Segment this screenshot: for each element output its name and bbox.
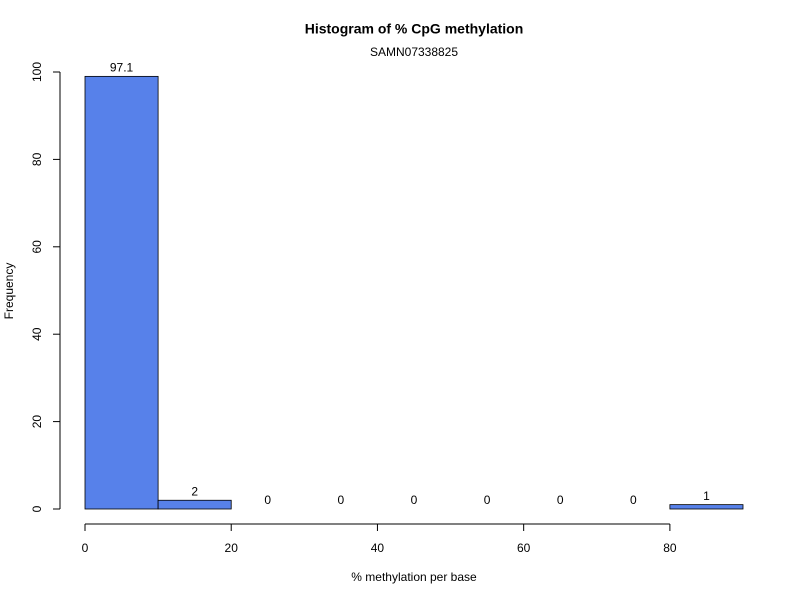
y-tick-label: 20 (30, 415, 44, 429)
x-tick-label: 40 (371, 541, 385, 555)
chart-title: Histogram of % CpG methylation (305, 21, 524, 37)
bar (669, 504, 744, 510)
x-tick-label: 80 (663, 541, 677, 555)
y-tick-label: 80 (30, 152, 44, 166)
x-tick-label: 0 (82, 541, 89, 555)
bar-label: 0 (264, 493, 271, 507)
bar-label: 0 (338, 493, 345, 507)
y-tick-label: 100 (30, 62, 44, 82)
bar-label: 0 (484, 493, 491, 507)
bar-label: 0 (557, 493, 564, 507)
y-tick-label: 0 (30, 505, 44, 512)
bar (157, 499, 232, 510)
chart-subtitle: SAMN07338825 (370, 45, 458, 59)
y-tick-label: 40 (30, 327, 44, 341)
x-axis-label: % methylation per base (351, 570, 477, 584)
x-tick-label: 20 (225, 541, 239, 555)
bar-label: 2 (191, 484, 198, 498)
bar-label: 0 (630, 493, 637, 507)
y-axis-label: Frequency (2, 263, 16, 320)
bar-label: 0 (411, 493, 418, 507)
x-tick-label: 60 (517, 541, 531, 555)
bar-label: 1 (703, 489, 710, 503)
bar (84, 75, 159, 510)
bar-label: 97.1 (110, 61, 134, 75)
y-tick-label: 60 (30, 240, 44, 254)
